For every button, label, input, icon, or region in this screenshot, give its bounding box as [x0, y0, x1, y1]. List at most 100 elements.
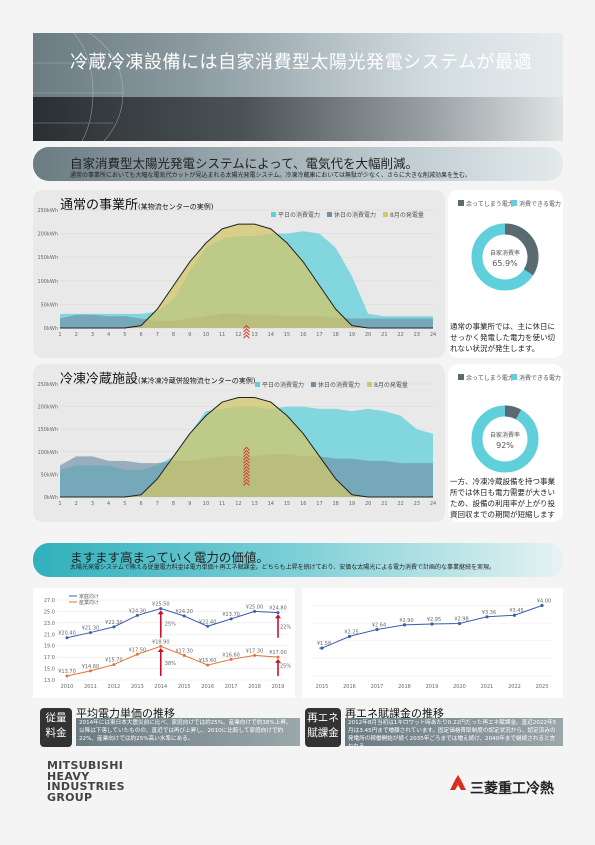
x-tick-label: 12: [235, 332, 241, 338]
x-tick-label: 2016: [343, 684, 356, 690]
logo-line-1: MITSUBISHI: [47, 759, 124, 772]
data-label: ¥15.70: [105, 658, 123, 664]
x-tick-label: 19: [349, 332, 355, 338]
y-tick-label: 50kWh: [41, 472, 58, 478]
x-tick-label: 15: [284, 332, 290, 338]
data-point: [276, 611, 280, 615]
box1-body: 2014年には東日本大震災前に比べ、家庭向けでは約25%、産業向けで約38%上昇…: [76, 718, 300, 746]
data-point: [159, 644, 163, 648]
legend-swatch-surplus: [458, 374, 464, 380]
y-tick-label: 0kWh: [44, 495, 58, 501]
y-tick-label: 250kWh: [37, 208, 58, 214]
data-point: [402, 623, 407, 627]
data-label: ¥25.00: [246, 604, 263, 610]
y-tick-label: 21.0: [44, 632, 55, 638]
x-tick-label: 2018: [248, 684, 261, 690]
y-tick-label: 0kWh: [44, 326, 58, 332]
x-tick-label: 11: [219, 332, 225, 338]
arrow-head: [157, 610, 164, 615]
x-tick-label: 13: [251, 501, 257, 507]
data-point: [135, 652, 139, 656]
data-point: [88, 631, 92, 635]
data-label: ¥23.70: [222, 612, 240, 618]
x-tick-label: 2: [75, 501, 78, 507]
chevron-mark: [243, 472, 250, 477]
x-tick-label: 17: [316, 501, 322, 507]
x-tick-label: 22: [397, 332, 403, 338]
x-tick-label: 19: [349, 501, 355, 507]
x-tick-label: 9: [188, 332, 191, 338]
donut1-panel: [448, 190, 563, 358]
data-label: ¥18.90: [152, 639, 170, 645]
chart2-title-text: 冷凍冷蔵施設: [60, 372, 139, 387]
x-tick-label: 16: [300, 332, 306, 338]
data-point: [375, 627, 379, 632]
x-tick-label: 22: [397, 501, 403, 507]
box2-body: 2012年8月当初は1キロワット時あたり0.22円だった再エネ賦課金。直近202…: [345, 718, 563, 750]
three-diamonds-icon: [450, 775, 466, 790]
data-point: [65, 636, 69, 640]
x-tick-label: 2021: [481, 684, 494, 690]
legend-surplus: 余ってしまう電力: [466, 374, 514, 382]
data-point: [457, 621, 462, 626]
x-tick-label: 21: [381, 332, 387, 338]
legend-swatch-surplus: [458, 200, 464, 206]
y-tick-label: 150kWh: [37, 255, 58, 261]
chevron-mark: [243, 328, 250, 333]
annotation-label: 22%: [280, 625, 291, 631]
chart1-title-text: 通常の事業所: [60, 198, 139, 213]
data-point: [112, 663, 116, 667]
x-tick-label: 9: [188, 501, 191, 507]
x-tick-label: 2011: [84, 684, 97, 690]
donut2-panel: [448, 364, 563, 522]
data-point: [135, 613, 139, 617]
data-label: ¥17.00: [269, 650, 287, 656]
y-tick-label: 200kWh: [37, 232, 58, 238]
legend-swatch: [367, 382, 372, 387]
x-tick-label: 7: [156, 501, 159, 507]
series-line: [66, 645, 279, 677]
legend-swatch-used: [511, 374, 517, 380]
x-tick-label: 10: [203, 332, 209, 338]
y-tick-label: 250kWh: [37, 382, 58, 388]
data-point: [206, 624, 210, 628]
donut-value: 92%: [496, 441, 514, 450]
x-tick-label: 14: [268, 332, 274, 338]
donut-label: 自家消費率: [490, 249, 520, 257]
data-label: ¥3.36: [482, 610, 496, 616]
data-point: [159, 607, 163, 611]
y-tick-label: 17.0: [44, 655, 55, 661]
y-tick-label: 27.0: [44, 598, 55, 604]
box2-label: 再エネ 賦課金: [305, 708, 341, 747]
y-tick-label: 19.0: [44, 644, 55, 650]
chart1-title: 通常の事業所(某物流センターの実例): [60, 194, 213, 213]
solar-area: [60, 224, 433, 328]
data-label: ¥2.64: [372, 622, 386, 628]
legend-label: 家庭向け: [79, 593, 99, 600]
donut-surplus-arc: [471, 405, 539, 473]
data-point: [112, 625, 116, 629]
data-label: ¥21.30: [82, 626, 100, 632]
chevron-mark: [243, 456, 250, 461]
x-tick-label: 1: [58, 501, 61, 507]
chevron-mark: [243, 449, 250, 454]
legend-surplus: 余ってしまう電力: [466, 200, 514, 208]
chevron-mark: [243, 459, 250, 464]
data-label: ¥24.30: [129, 608, 147, 614]
data-point: [430, 622, 434, 626]
x-tick-label: 2020: [453, 684, 466, 690]
chevron-mark: [243, 446, 250, 451]
data-point: [206, 663, 210, 667]
y-tick-label: 100kWh: [37, 279, 58, 285]
x-tick-label: 2010: [61, 684, 74, 690]
legend-swatch-used: [511, 200, 517, 206]
data-label: ¥13.70: [58, 669, 76, 675]
y-tick-label: 23.0: [44, 621, 55, 627]
x-tick-label: 14: [268, 501, 274, 507]
x-tick-label: 2013: [131, 684, 144, 690]
donut-used-ring: [471, 405, 539, 473]
annotation-label: 38%: [165, 661, 176, 667]
x-tick-label: 23: [414, 332, 420, 338]
